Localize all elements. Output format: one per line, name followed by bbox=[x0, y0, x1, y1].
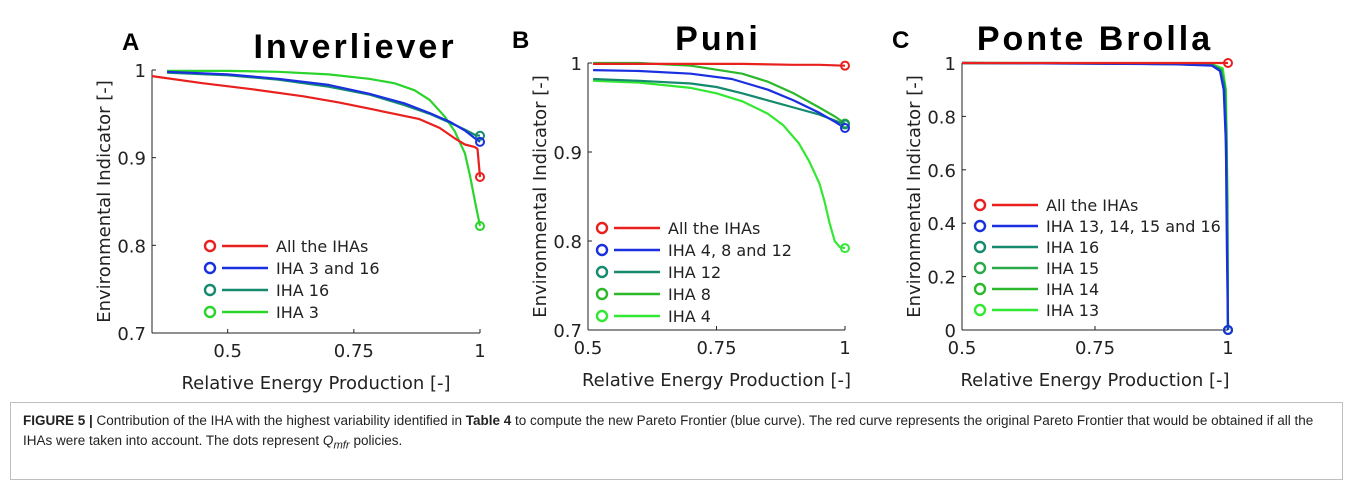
y-tick-label: 1 bbox=[135, 61, 146, 82]
legend-marker bbox=[595, 287, 609, 301]
panel-letter: B bbox=[512, 27, 529, 54]
series-line bbox=[167, 69, 482, 227]
y-axis-label: Environmental Indicator [-] bbox=[94, 80, 115, 323]
y-tick-label: 0.8 bbox=[117, 236, 146, 257]
x-tick-label: 0.75 bbox=[696, 338, 736, 359]
legend-marker bbox=[973, 282, 987, 296]
series-end-marker bbox=[840, 122, 850, 133]
y-tick-label: 0.8 bbox=[553, 232, 582, 253]
legend: All the IHAs IHA 13, 14, 15 and 16 IHA 16 I… bbox=[973, 196, 1221, 320]
legend-label: IHA 14 bbox=[1046, 280, 1099, 299]
y-tick-label: 0.9 bbox=[117, 149, 146, 170]
series-end-marker bbox=[840, 243, 850, 254]
legend-marker bbox=[595, 265, 609, 279]
y-tick-label: 0.6 bbox=[927, 161, 956, 182]
legend-marker bbox=[203, 261, 217, 275]
series-end-marker bbox=[840, 60, 850, 71]
x-axis-label: Relative Energy Production [-] bbox=[582, 370, 851, 391]
legend-marker bbox=[973, 198, 987, 212]
y-tick-label: 1 bbox=[571, 54, 582, 75]
y-tick-label: 0.8 bbox=[927, 107, 956, 128]
caption-symbol: Q bbox=[322, 433, 334, 448]
panel-letter: A bbox=[122, 29, 139, 56]
y-tick-label: 0.4 bbox=[927, 214, 956, 235]
x-tick-label: 1 bbox=[474, 341, 485, 362]
series-end-marker bbox=[1223, 58, 1233, 68]
legend-label: IHA 8 bbox=[668, 285, 711, 304]
legend-marker bbox=[973, 303, 987, 317]
x-axis-label: Relative Energy Production [-] bbox=[960, 370, 1229, 391]
x-axis-label: Relative Energy Production [-] bbox=[181, 373, 450, 394]
series-line bbox=[593, 77, 846, 126]
legend-marker bbox=[203, 305, 217, 319]
caption-table-ref: Table 4 bbox=[465, 413, 512, 428]
caption-symbol-sub: mfr bbox=[333, 439, 350, 452]
legend-label: IHA 3 and 16 bbox=[276, 259, 380, 278]
x-tick-label: 0.5 bbox=[574, 338, 603, 359]
legend-marker bbox=[595, 221, 609, 235]
y-axis-label: Environmental Indicator [-] bbox=[904, 75, 925, 318]
panel-title: Ponte Brolla bbox=[977, 20, 1213, 58]
legend-marker bbox=[203, 283, 217, 297]
y-tick-label: 0.2 bbox=[927, 268, 956, 289]
x-tick-label: 0.75 bbox=[334, 341, 374, 362]
legend-label: IHA 13, 14, 15 and 16 bbox=[1046, 217, 1221, 236]
legend-marker bbox=[203, 239, 217, 253]
y-tick-label: 1 bbox=[945, 54, 956, 75]
caption-label: FIGURE 5 | bbox=[23, 413, 93, 428]
panel-title: Puni bbox=[675, 20, 761, 58]
caption-text-3: policies. bbox=[349, 433, 403, 448]
legend-marker bbox=[595, 309, 609, 323]
legend-marker bbox=[973, 240, 987, 254]
legend-label: IHA 15 bbox=[1046, 259, 1099, 278]
series-line bbox=[593, 62, 846, 67]
series-end-marker bbox=[475, 171, 485, 182]
y-axis-label: Environmental Indicator [-] bbox=[530, 75, 551, 318]
x-tick-label: 0.5 bbox=[213, 341, 242, 362]
legend-marker bbox=[595, 243, 609, 257]
chart-panel-c: C Ponte Brolla 0.5 0.75 1 0 0.2 0.4 0.6 0.8 1 Relat… bbox=[892, 20, 1234, 391]
legend-label: IHA 16 bbox=[1046, 238, 1099, 257]
chart-panel-b: B Puni 0.5 0.75 1 0.7 0.8 0.9 1 Relative Energy P… bbox=[512, 20, 851, 391]
legend: All the IHAs IHA 4, 8 and 12 IHA 12 IHA 8 IH… bbox=[595, 219, 792, 326]
figure-caption: FIGURE 5 | Contribution of the IHA with … bbox=[10, 402, 1343, 480]
legend: All the IHAs IHA 3 and 16 IHA 16 IHA 3 bbox=[203, 237, 380, 322]
panel-letter: C bbox=[892, 27, 909, 54]
series-line bbox=[593, 69, 846, 129]
x-tick-label: 0.5 bbox=[948, 338, 977, 359]
y-tick-label: 0.7 bbox=[553, 321, 582, 342]
legend-label: IHA 4 bbox=[668, 307, 711, 326]
y-tick-label: 0 bbox=[945, 321, 956, 342]
series-end-marker bbox=[475, 221, 485, 232]
legend-label: IHA 12 bbox=[668, 263, 721, 282]
legend-label: IHA 16 bbox=[276, 281, 329, 300]
series-end-marker bbox=[475, 136, 485, 147]
series-end-marker bbox=[475, 130, 485, 141]
legend-label: All the IHAs bbox=[1046, 196, 1138, 215]
legend-label: IHA 13 bbox=[1046, 301, 1099, 320]
y-tick-label: 0.7 bbox=[117, 324, 146, 345]
x-tick-label: 0.75 bbox=[1075, 338, 1115, 359]
caption-text-1: Contribution of the IHA with the highest… bbox=[92, 413, 466, 428]
x-tick-label: 1 bbox=[839, 338, 850, 359]
series-end-marker bbox=[840, 119, 850, 130]
series-line bbox=[167, 70, 481, 143]
series-end-marker bbox=[1223, 325, 1233, 335]
legend-marker bbox=[973, 261, 987, 275]
series-line bbox=[593, 79, 846, 250]
legend-label: IHA 4, 8 and 12 bbox=[668, 241, 792, 260]
figure: A Inverliever 0.5 0.75 1 0.7 0.8 0.9 1 Relative E… bbox=[94, 20, 1234, 394]
legend-marker bbox=[973, 219, 987, 233]
panel-title: Inverliever bbox=[253, 28, 456, 66]
chart-panel-a: A Inverliever 0.5 0.75 1 0.7 0.8 0.9 1 Relative E… bbox=[94, 28, 486, 394]
legend-label: All the IHAs bbox=[668, 219, 760, 238]
y-tick-label: 0.9 bbox=[553, 143, 582, 164]
legend-label: All the IHAs bbox=[276, 237, 368, 256]
series-line bbox=[151, 75, 482, 178]
x-tick-label: 1 bbox=[1222, 338, 1233, 359]
legend-label: IHA 3 bbox=[276, 303, 319, 322]
caption-text-2: to compute the new Pareto Frontier (blue… bbox=[23, 413, 1314, 448]
